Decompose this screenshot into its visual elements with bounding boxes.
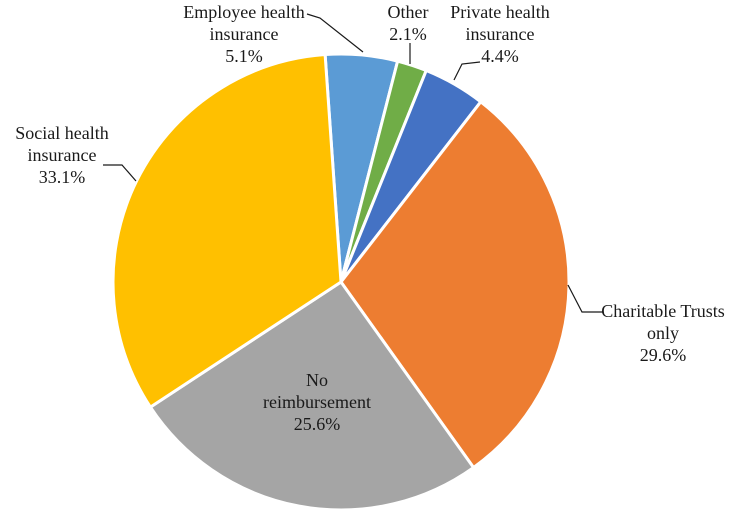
slice-value-label: 5.1%	[225, 46, 263, 66]
slice-category-label: No	[306, 370, 328, 390]
slice-value-label: 29.6%	[640, 345, 687, 365]
slice-value-label: 4.4%	[481, 46, 519, 66]
pie-slice-5	[148, 280, 475, 512]
slice-label-1: Employee health insurance 5.1%	[183, 2, 304, 66]
slice-category-label: reimbursement	[263, 392, 371, 412]
slice-value-label: 2.1%	[389, 24, 427, 44]
slice-label-3: Private health insurance 4.4%	[450, 2, 549, 66]
slice-category-label: Private health	[450, 2, 549, 22]
slice-value-label: 25.6%	[294, 414, 341, 434]
slice-category-label: Charitable Trusts	[601, 301, 725, 321]
slice-value-label: 33.1%	[39, 167, 86, 187]
leader-line-6	[103, 164, 137, 182]
slice-category-label: insurance	[466, 24, 535, 44]
leader-line-1	[306, 13, 364, 53]
slice-category-label: Other	[388, 2, 429, 22]
slice-category-label: Social health	[15, 123, 108, 143]
slice-label-6: Social health insurance 33.1%	[15, 123, 108, 187]
slice-label-4: Charitable Trusts only 29.6%	[601, 301, 725, 365]
slice-label-5: No reimbursement 25.6%	[263, 370, 371, 434]
leader-line-3	[453, 61, 481, 81]
slice-category-label: insurance	[210, 24, 279, 44]
pie-slice-6	[111, 53, 343, 409]
slice-category-label: only	[647, 323, 679, 343]
slice-category-label: insurance	[28, 145, 97, 165]
leader-line-4	[567, 284, 603, 313]
slice-label-2: Other 2.1%	[388, 2, 429, 44]
slice-category-label: Employee health	[183, 2, 304, 22]
